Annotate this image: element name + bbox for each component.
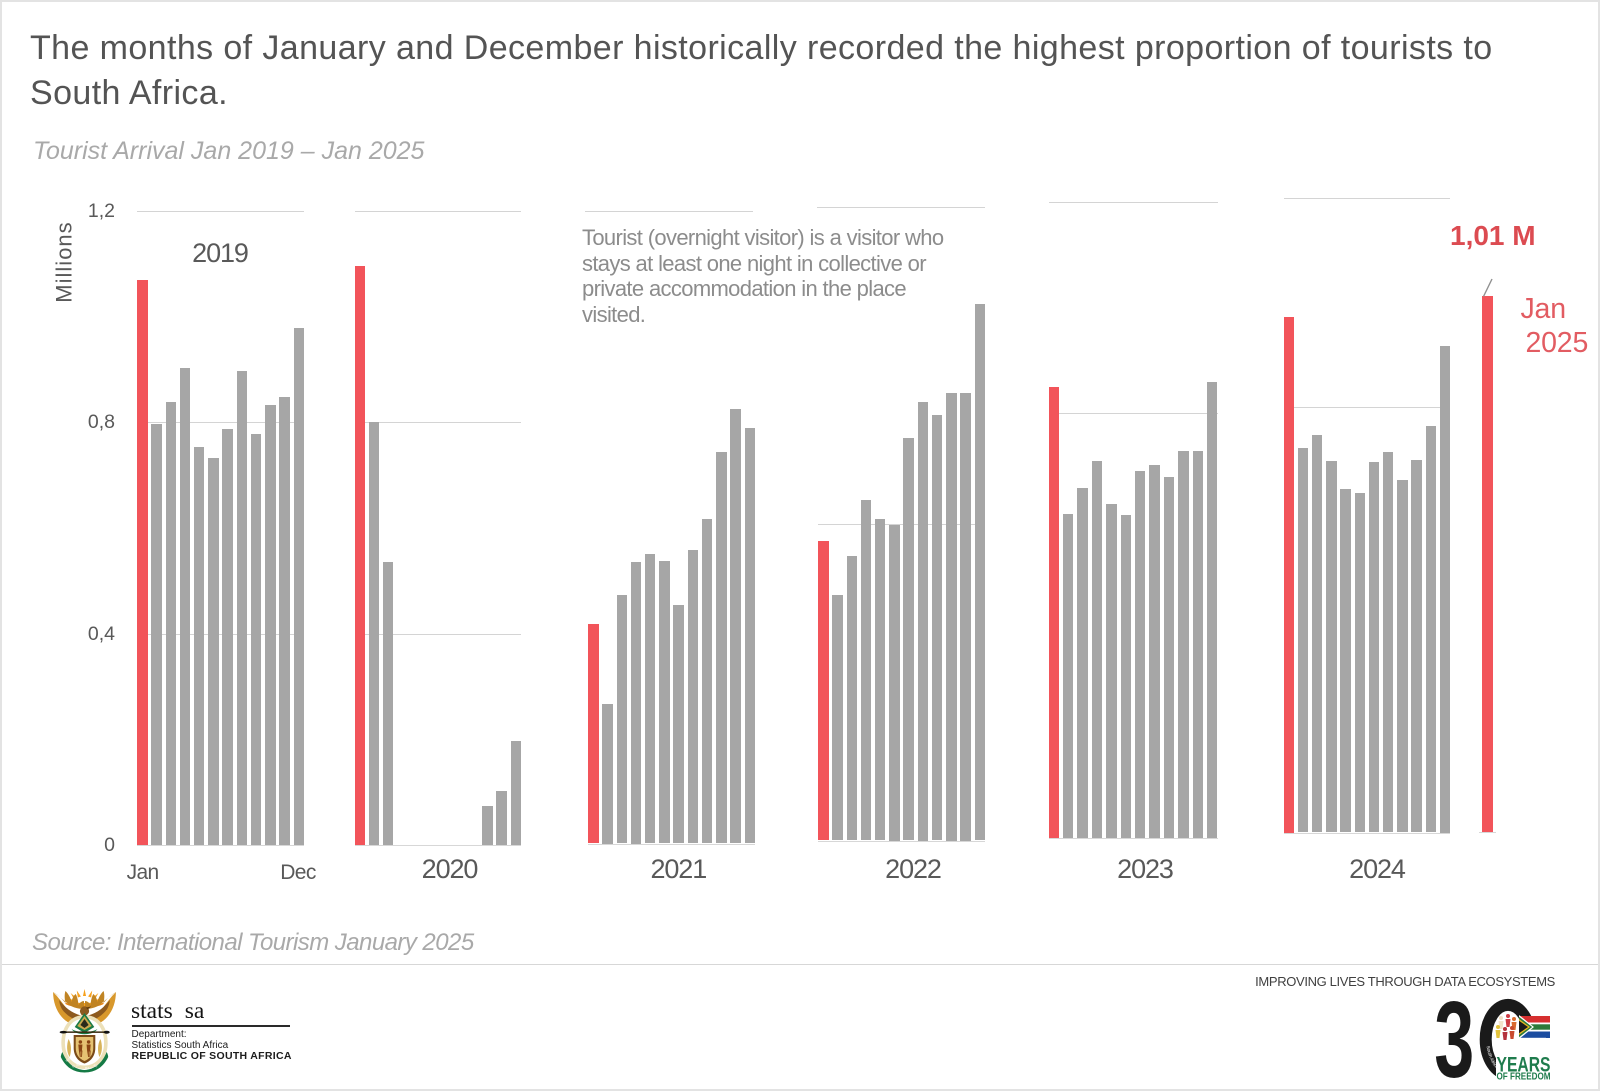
- svg-text:YEARS: YEARS: [1497, 1052, 1551, 1076]
- svg-text:RA //: RA //: [85, 1066, 92, 1070]
- svg-text:KE: KE: [93, 1063, 98, 1068]
- svg-text:OF FREEDOM: OF FREEDOM: [1497, 1072, 1551, 1083]
- svg-text:E: /XAR: E: /XAR: [72, 1061, 84, 1068]
- svg-text:3: 3: [1434, 994, 1474, 1086]
- svg-text:!KE: !KE: [65, 1056, 71, 1062]
